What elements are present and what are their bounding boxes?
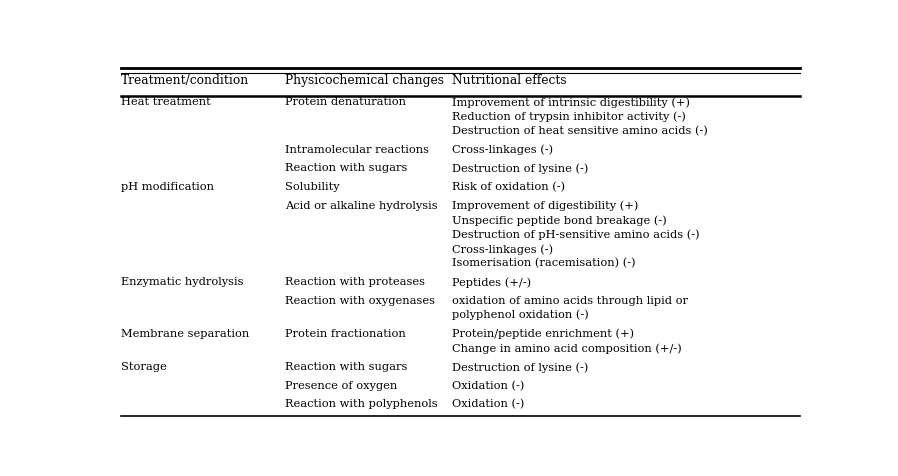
Text: Reaction with oxygenases: Reaction with oxygenases <box>285 296 435 306</box>
Text: Cross-linkages (-): Cross-linkages (-) <box>452 145 553 155</box>
Text: Risk of oxidation (-): Risk of oxidation (-) <box>452 182 565 192</box>
Text: Protein/peptide enrichment (+)
Change in amino acid composition (+/-): Protein/peptide enrichment (+) Change in… <box>452 329 682 354</box>
Text: Reaction with proteases: Reaction with proteases <box>285 277 425 287</box>
Text: Oxidation (-): Oxidation (-) <box>452 399 524 410</box>
Text: Treatment/condition: Treatment/condition <box>120 74 249 87</box>
Text: Oxidation (-): Oxidation (-) <box>452 381 524 391</box>
Text: Enzymatic hydrolysis: Enzymatic hydrolysis <box>120 277 243 287</box>
Text: Heat treatment: Heat treatment <box>120 97 210 107</box>
Text: Intramolecular reactions: Intramolecular reactions <box>285 145 429 155</box>
Text: Destruction of lysine (-): Destruction of lysine (-) <box>452 362 588 373</box>
Text: Physicochemical changes: Physicochemical changes <box>285 74 444 87</box>
Text: Solubility: Solubility <box>285 182 339 192</box>
Text: Nutritional effects: Nutritional effects <box>452 74 567 87</box>
Text: Protein denaturation: Protein denaturation <box>285 97 406 107</box>
Text: Reaction with sugars: Reaction with sugars <box>285 362 407 372</box>
Text: Presence of oxygen: Presence of oxygen <box>285 381 397 391</box>
Text: oxidation of amino acids through lipid or
polyphenol oxidation (-): oxidation of amino acids through lipid o… <box>452 296 688 320</box>
Text: pH modification: pH modification <box>120 182 214 192</box>
Text: Improvement of intrinsic digestibility (+)
Reduction of trypsin inhibitor activi: Improvement of intrinsic digestibility (… <box>452 97 708 136</box>
Text: Membrane separation: Membrane separation <box>120 329 249 339</box>
Text: Acid or alkaline hydrolysis: Acid or alkaline hydrolysis <box>285 201 437 211</box>
Text: Destruction of lysine (-): Destruction of lysine (-) <box>452 163 588 174</box>
Text: Reaction with polyphenols: Reaction with polyphenols <box>285 399 437 409</box>
Text: Reaction with sugars: Reaction with sugars <box>285 163 407 173</box>
Text: Protein fractionation: Protein fractionation <box>285 329 406 339</box>
Text: Improvement of digestibility (+)
Unspecific peptide bond breakage (-)
Destructio: Improvement of digestibility (+) Unspeci… <box>452 201 700 269</box>
Text: Storage: Storage <box>120 362 166 372</box>
Text: Peptides (+/-): Peptides (+/-) <box>452 277 531 288</box>
